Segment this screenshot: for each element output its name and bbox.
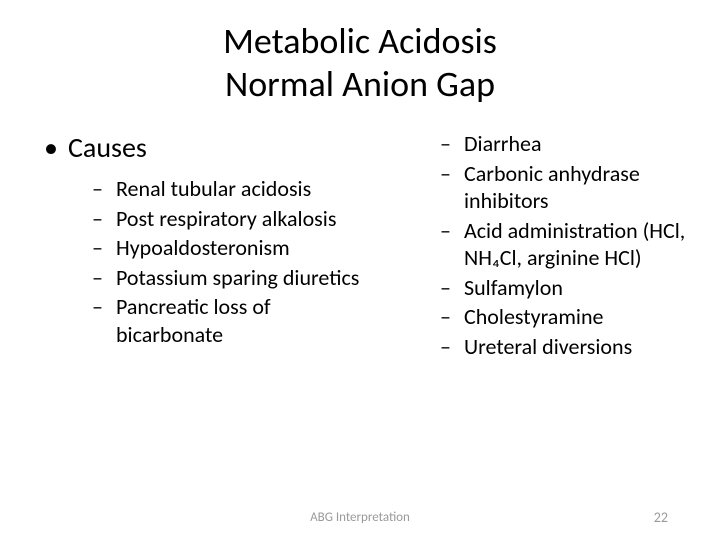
list-item: Renal tubular acidosis [96, 175, 372, 203]
slide-title-line-2: Normal Anion Gap [0, 63, 720, 106]
causes-heading: Causes [40, 130, 372, 165]
list-item: Cholestyramine [444, 303, 720, 331]
list-item: Ureteral diversions [444, 333, 720, 361]
left-column: Causes Renal tubular acidosis Post respi… [40, 130, 382, 362]
list-item: Acid administration (HCl, NH₄Cl, arginin… [444, 217, 720, 272]
footer-label: ABG Interpretation [310, 510, 410, 525]
content-area: Causes Renal tubular acidosis Post respi… [0, 106, 720, 362]
slide-footer: ABG Interpretation 22 [0, 509, 720, 526]
list-item: Sulfamylon [444, 274, 720, 302]
list-item: Pancreatic loss of bicarbonate [96, 293, 372, 348]
list-item: Potassium sparing diuretics [96, 264, 372, 292]
right-list: Diarrhea Carbonic anhydrase inhibitors A… [388, 130, 720, 360]
right-column: Diarrhea Carbonic anhydrase inhibitors A… [382, 130, 720, 362]
list-item: Post respiratory alkalosis [96, 205, 372, 233]
list-item: Hypoaldosteronism [96, 234, 372, 262]
list-item: Carbonic anhydrase inhibitors [444, 160, 720, 215]
list-item: Diarrhea [444, 130, 720, 158]
page-number: 22 [654, 509, 668, 526]
slide-title: Metabolic Acidosis Normal Anion Gap [0, 0, 720, 106]
left-list: Renal tubular acidosis Post respiratory … [40, 175, 372, 348]
slide-title-line-1: Metabolic Acidosis [0, 20, 720, 63]
